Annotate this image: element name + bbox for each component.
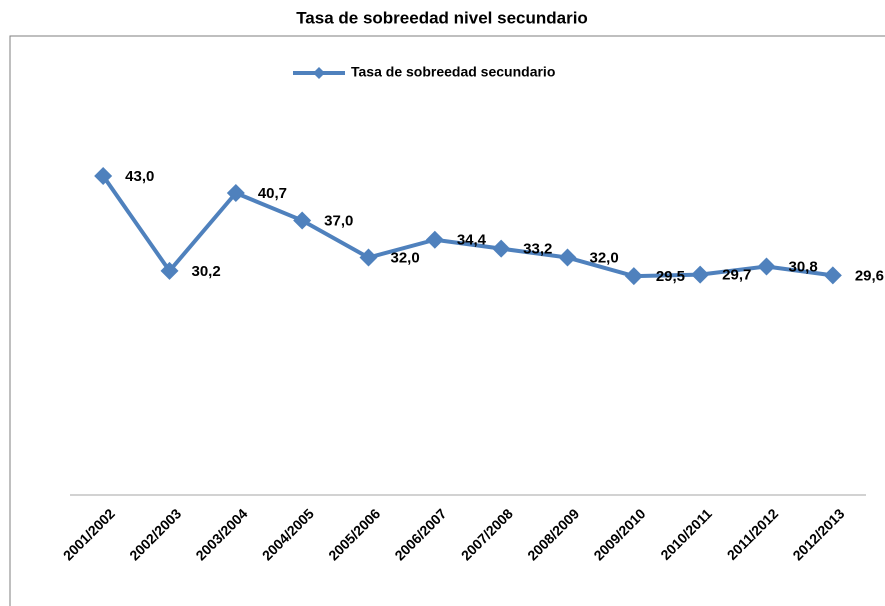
legend-label: Tasa de sobreedad secundario: [351, 64, 555, 80]
data-point: [359, 248, 378, 267]
data-label: 30,2: [192, 263, 221, 280]
chart-border: [9, 35, 885, 606]
data-label: 29,6: [855, 267, 884, 284]
data-point: [757, 257, 776, 276]
data-label: 32,0: [590, 250, 619, 267]
data-point: [293, 211, 312, 230]
data-point: [823, 266, 842, 285]
data-point: [160, 261, 179, 280]
legend-marker: [313, 67, 325, 79]
data-label: 43,0: [125, 168, 154, 185]
data-point: [425, 230, 444, 249]
data-label: 29,5: [656, 268, 685, 285]
chart-title: Tasa de sobreedad nivel secundario: [296, 8, 588, 27]
data-point: [492, 239, 511, 258]
data-label: 32,0: [391, 250, 420, 267]
data-label: 34,4: [457, 232, 487, 249]
data-label: 33,2: [523, 241, 552, 258]
data-point: [226, 184, 245, 203]
data-point: [691, 265, 710, 284]
data-point: [624, 267, 643, 286]
data-label: 30,8: [789, 258, 818, 275]
data-point: [94, 166, 113, 185]
data-label: 29,7: [722, 267, 751, 284]
data-label: 37,0: [324, 212, 353, 229]
data-point: [558, 248, 577, 267]
series-line: [101, 174, 834, 279]
data-label: 40,7: [258, 185, 287, 202]
